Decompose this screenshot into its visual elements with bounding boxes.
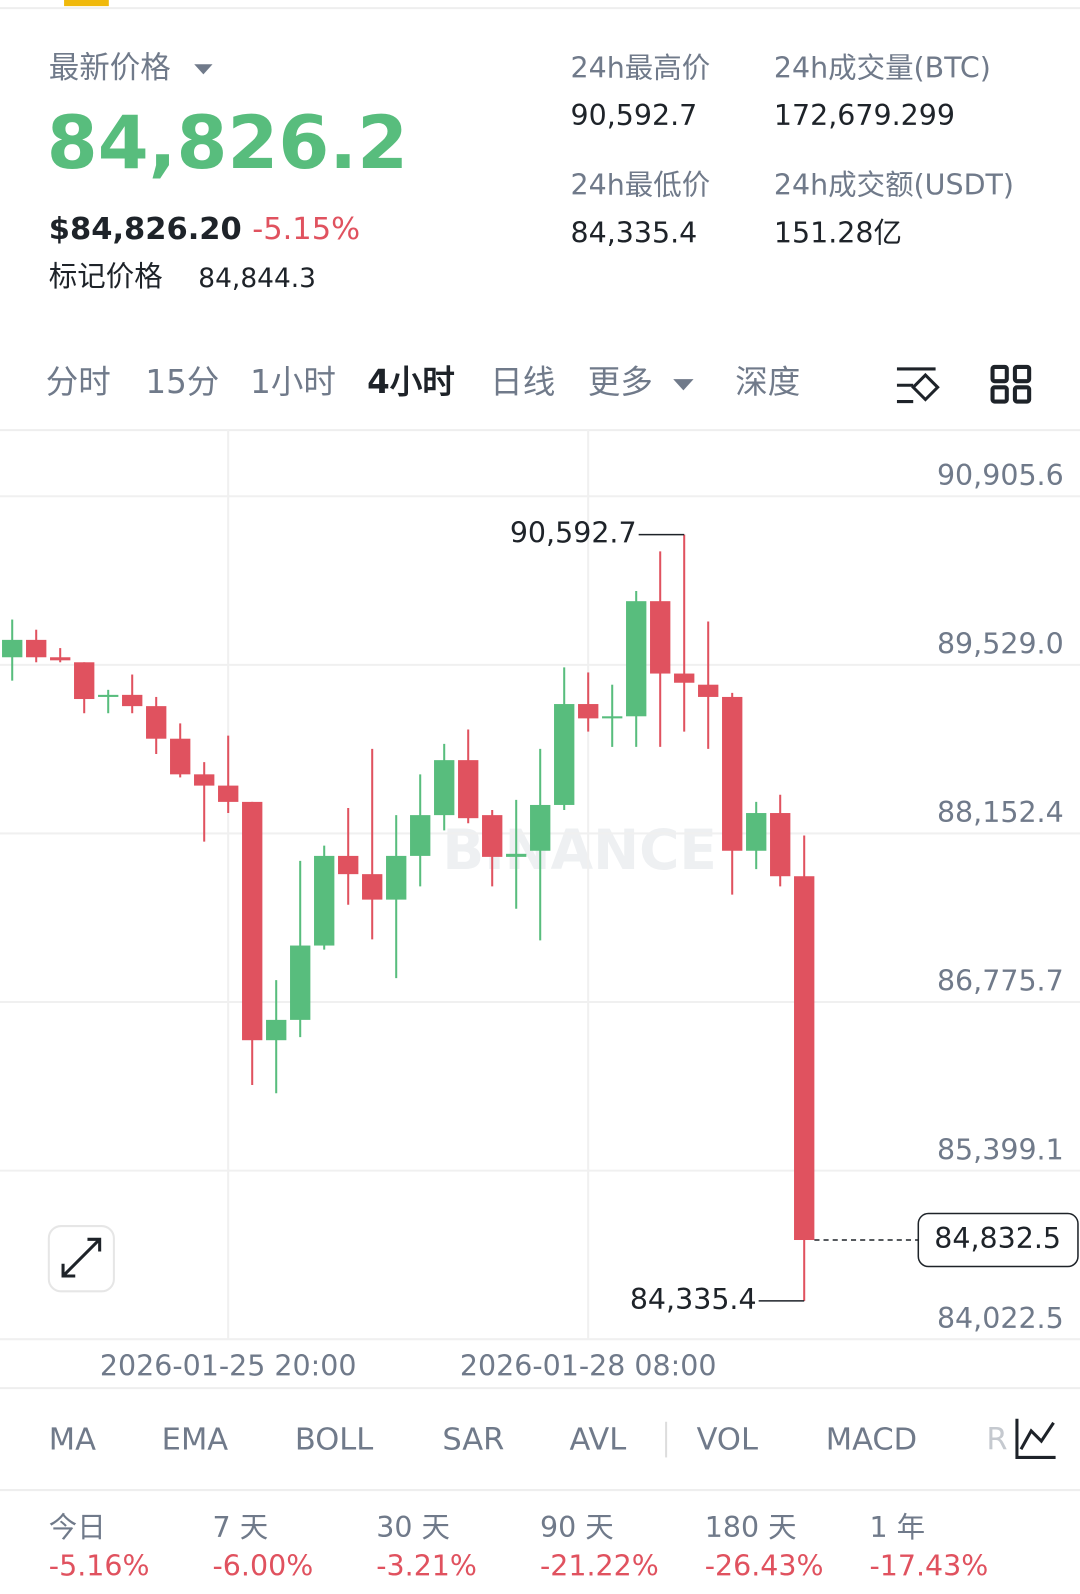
candle-body [242,801,263,1041]
tab[interactable]: 1小时 [250,363,336,401]
candle-body [146,706,167,739]
indicator-tab[interactable]: EMA [162,1423,229,1458]
chart-icon[interactable] [1015,1418,1056,1459]
mark-price: 84,844.3 [198,263,316,294]
period-label: 7 天 [213,1511,269,1544]
x-tick-label: 2026-01-28 08:00 [460,1350,717,1383]
period-change: -3.21% [376,1549,477,1582]
candle-body [338,855,359,875]
mark-label: 标记价格 [49,260,163,293]
candle-body [170,738,191,775]
tab-indicator [64,0,109,7]
stat-value: 172,679.299 [774,99,955,132]
candle-body [218,785,239,802]
stat-label: 24h最低价 [571,168,711,201]
candle-body [650,601,671,674]
candle-body [578,704,599,719]
last-price: 84,826.2 [47,101,408,186]
period-change: -21.22% [540,1549,659,1582]
tab[interactable]: 更多 [588,363,653,401]
candle-body [74,662,95,700]
candle-body [506,853,527,857]
candle-body [746,813,767,851]
layout-icon[interactable] [990,364,1032,404]
last-price-label: 84,832.5 [934,1222,1061,1255]
candle-body [290,945,311,1020]
settings-icon[interactable] [896,367,940,404]
stat-value: 84,335.4 [571,216,698,249]
candle-body [386,855,407,900]
annotation-label: 90,592.7 [510,517,637,550]
x-tick-label: 2026-01-25 20:00 [100,1350,357,1383]
stat-label: 24h最高价 [571,51,711,84]
indicator-tab[interactable]: BOLL [295,1423,373,1458]
change: -5.15% [252,212,360,247]
expand-button[interactable] [47,1225,115,1293]
indicator-tab[interactable]: VOL [697,1423,758,1458]
candle-body [722,696,743,851]
candle-body [482,815,503,857]
candle-body [458,760,479,819]
indicator-tab[interactable]: MACD [826,1423,917,1458]
stat-label: 24h成交量(BTC) [774,51,991,84]
candle-body [362,874,383,900]
period-change: -17.43% [869,1549,988,1582]
period-change: -5.16% [49,1549,150,1582]
tab[interactable]: 分时 [46,363,111,401]
candle-body [26,639,47,658]
candle-body [674,673,695,683]
candle-body [194,774,215,786]
candle-body [122,694,143,707]
candle-body [410,815,431,856]
period-change: -6.00% [213,1549,314,1582]
candle-body [314,855,335,946]
candle-body [266,1019,287,1041]
period-change: -26.43% [705,1549,824,1582]
y-tick-label: 86,775.7 [937,965,1064,998]
candle-body [530,804,551,851]
dropdown-icon[interactable] [194,64,213,75]
candle-body [794,876,815,1241]
indicator-tab[interactable]: R [986,1423,1007,1458]
indicator-tab[interactable]: AVL [569,1423,626,1458]
annotation-label: 84,335.4 [630,1283,757,1316]
period-label: 90 天 [540,1511,614,1544]
last-price-tag [917,1212,1079,1268]
candle-body [602,716,623,719]
tab[interactable]: 15分 [145,363,219,401]
candle-body [50,657,71,661]
candle-body [626,601,647,717]
period-label: 30 天 [376,1511,450,1544]
period-label: 180 天 [705,1511,797,1544]
period-label: 今日 [49,1511,106,1544]
indicator-tab[interactable]: MA [49,1423,96,1458]
candle-body [770,813,791,877]
y-tick-label: 88,152.4 [937,796,1064,829]
candle-body [554,704,575,805]
usd-price: $84,826.20 [49,212,242,247]
y-tick-label: 85,399.1 [937,1133,1064,1166]
stat-value: 90,592.7 [571,99,698,132]
candle-body [2,639,23,658]
y-tick-label: 84,022.5 [937,1302,1064,1335]
period-label: 1 年 [869,1511,925,1544]
tab[interactable]: 日线 [490,363,555,401]
stat-label: 24h成交额(USDT) [774,168,1014,201]
indicator-tab[interactable]: SAR [442,1423,504,1458]
y-tick-label: 89,529.0 [937,627,1064,660]
candle-body [434,760,455,816]
price-label: 最新价格 [49,51,171,86]
dropdown-icon[interactable] [673,379,694,391]
stat-value: 151.28亿 [774,216,902,249]
candle-body [698,684,719,697]
tab[interactable]: 深度 [735,363,800,401]
tab[interactable]: 4小时 [367,363,455,401]
y-tick-label: 90,905.6 [937,459,1064,492]
candle-body [98,694,119,697]
